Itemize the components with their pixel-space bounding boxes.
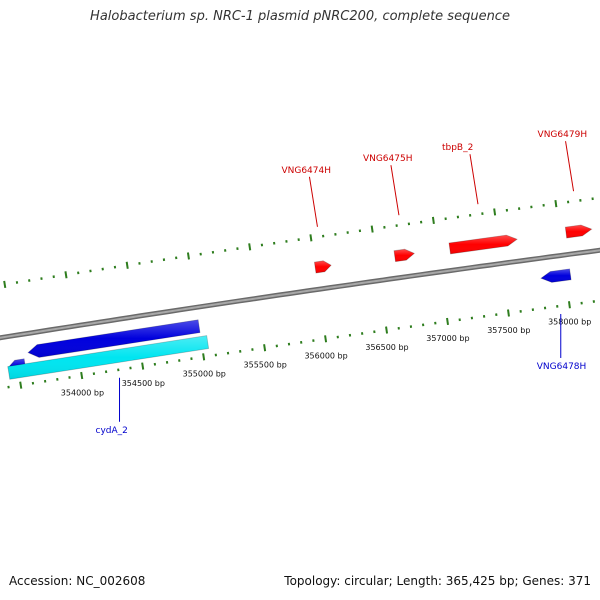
map-title: Halobacterium sp. NRC-1 plasmid pNRC200,… — [90, 9, 510, 24]
major-tick — [19, 381, 23, 389]
gene-feature-gloss — [541, 268, 572, 283]
position-label: 357000 bp — [426, 334, 469, 343]
gene-label: VNG6474H — [281, 166, 331, 176]
backbone-highlight — [0, 249, 600, 339]
major-tick — [567, 301, 571, 309]
position-label: 358000 bp — [548, 318, 591, 327]
major-tick — [385, 326, 389, 334]
major-tick — [141, 362, 145, 370]
gene-label-leader — [308, 176, 318, 227]
gene-features — [7, 224, 593, 380]
major-tick — [554, 200, 558, 208]
position-label: 354000 bp — [61, 388, 104, 397]
position-label: 355500 bp — [244, 361, 287, 370]
major-tick — [202, 353, 206, 361]
sequence-summary: Topology: circular; Length: 365,425 bp; … — [284, 574, 591, 588]
gene-label: VNG6475H — [363, 154, 413, 164]
position-label: 355000 bp — [183, 370, 226, 379]
lower-tick-track — [7, 300, 595, 389]
sequence-backbone — [0, 247, 600, 341]
accession-label: Accession: NC_002608 — [9, 574, 146, 588]
major-tick — [64, 271, 68, 279]
major-tick — [309, 234, 313, 242]
gene-label: VNG6479H — [538, 130, 588, 140]
gene-label-leader — [565, 141, 575, 192]
major-tick — [80, 371, 84, 380]
major-tick — [324, 335, 328, 343]
gene-label-leader — [469, 154, 479, 205]
major-tick — [493, 208, 497, 216]
major-tick — [370, 225, 374, 233]
gene-feature-gloss — [28, 319, 200, 358]
major-tick — [446, 317, 449, 326]
gene-feature-gloss — [7, 335, 209, 380]
gene-label: VNG6478H — [537, 362, 587, 372]
gene-labels: VNG6474H VNG6475H tbpB_2 VNG6479H VNG6478H cy… — [96, 130, 588, 436]
major-tick — [248, 243, 252, 251]
position-label: 356000 bp — [304, 352, 347, 361]
upper-tick-track — [3, 197, 594, 289]
gene-feature-gloss — [449, 235, 518, 254]
gene-label-leader — [390, 165, 400, 216]
major-tick — [263, 344, 267, 352]
position-label: 357500 bp — [487, 326, 530, 335]
major-tick — [507, 309, 510, 317]
gene-label: cydA_2 — [96, 426, 128, 436]
position-label: 354500 bp — [122, 379, 165, 388]
position-label: 356500 bp — [365, 343, 408, 352]
gene-feature-gloss — [394, 249, 415, 262]
gene-feature-gloss — [314, 260, 332, 273]
major-tick — [431, 216, 435, 225]
major-tick — [3, 280, 7, 289]
major-tick — [125, 261, 129, 269]
gene-feature-gloss — [565, 225, 592, 238]
gene-label: tbpB_2 — [442, 143, 473, 153]
position-labels: 354000 bp 354500 bp 355000 bp 355500 bp 3560… — [61, 318, 592, 398]
major-tick — [186, 252, 190, 260]
